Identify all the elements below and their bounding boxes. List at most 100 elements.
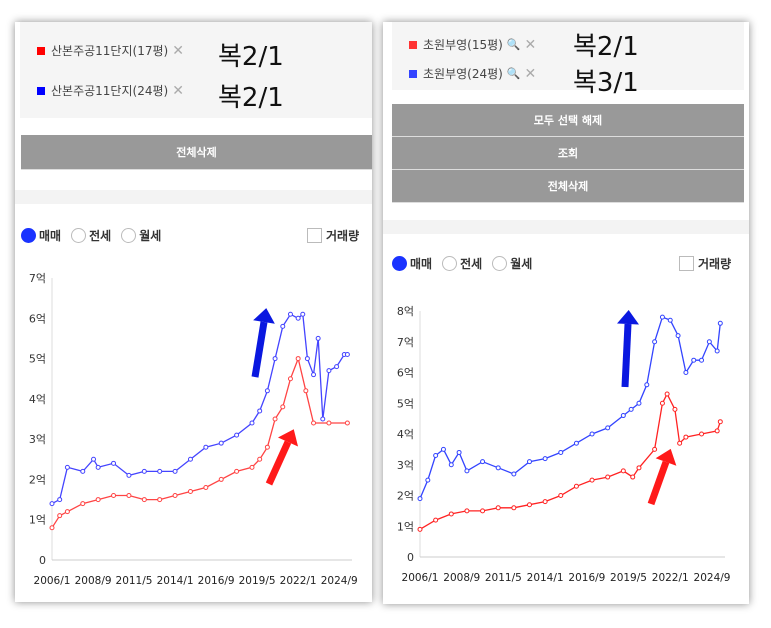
data-point [542, 499, 548, 505]
close-icon[interactable]: ✕ [172, 42, 184, 59]
data-point [417, 526, 423, 532]
y-tick-label: 5억 [29, 353, 46, 366]
data-point [264, 444, 270, 450]
data-point [303, 388, 309, 394]
data-point [334, 364, 340, 370]
y-tick-label: 1억 [29, 514, 46, 527]
y-tick-label: 3억 [397, 459, 414, 472]
legend-label[interactable]: 산본주공11단지(24평) [51, 84, 169, 98]
annotation: 복2/1 [218, 83, 284, 113]
arrow-head-icon [253, 308, 275, 324]
checkbox-label: 거래량 [698, 257, 732, 271]
y-tick-label: 0 [39, 554, 46, 567]
data-point [573, 440, 579, 446]
legend-box: 산본주공11단지(17평) ✕ 산본주공11단지(24평) ✕ [20, 22, 372, 118]
data-point [659, 314, 665, 320]
data-point [620, 413, 626, 419]
data-point [187, 489, 193, 495]
data-point [573, 483, 579, 489]
radio-label: 매매 [410, 257, 433, 271]
x-tick-label: 2006/1 [402, 572, 439, 584]
delete-all-button[interactable]: 전체삭제 [21, 135, 372, 170]
data-point [605, 474, 611, 480]
volume-checkbox[interactable] [679, 256, 694, 271]
magnifier-icon[interactable]: 🔍 [506, 67, 521, 80]
data-point [218, 440, 224, 446]
data-point [448, 511, 454, 517]
volume-checkbox[interactable] [307, 228, 322, 243]
data-point [295, 315, 301, 321]
data-point [511, 471, 517, 477]
data-point [95, 464, 101, 470]
data-point [203, 484, 209, 490]
radio-jeonse[interactable] [71, 228, 87, 243]
data-point [620, 468, 626, 474]
data-point [157, 468, 163, 474]
data-point [111, 493, 117, 499]
x-tick-label: 2006/1 [34, 575, 71, 587]
data-point [714, 428, 720, 434]
y-tick-label: 7억 [397, 336, 414, 349]
radio-sale[interactable] [21, 228, 36, 243]
data-point [49, 525, 55, 531]
data-point [234, 432, 240, 438]
legend-label[interactable]: 초원부영(15평) [423, 38, 503, 52]
legend-label[interactable]: 산본주공11단지(17평) [51, 44, 169, 58]
arrow-head-icon [655, 448, 677, 466]
data-point [287, 376, 293, 382]
radio-sale[interactable] [392, 256, 407, 271]
arrow-head-icon [617, 310, 639, 325]
y-tick-label: 6억 [29, 312, 46, 325]
color-swatch [37, 46, 45, 55]
close-icon[interactable]: ✕ [524, 36, 537, 53]
legend-label[interactable]: 초원부영(24평) [423, 67, 503, 81]
data-point [111, 460, 117, 466]
search-button[interactable]: 조회 [392, 137, 744, 170]
data-point [91, 456, 97, 462]
data-point [511, 505, 517, 511]
data-point [249, 420, 255, 426]
data-point [249, 464, 255, 470]
legend-box: 초원부영(15평) 🔍 ✕ 초원부영(24평) 🔍 ✕ [392, 22, 744, 90]
data-point [667, 317, 673, 323]
data-point [187, 456, 193, 462]
data-point [706, 339, 712, 345]
data-point [280, 323, 286, 329]
x-tick-label: 2024/9 [694, 572, 731, 584]
close-icon[interactable]: ✕ [524, 65, 537, 82]
y-tick-label: 3억 [29, 433, 46, 446]
series-line [419, 392, 721, 530]
radio-monthly[interactable] [121, 228, 137, 243]
data-point [300, 311, 306, 317]
price-chart: 0 1억 2억 3억 4억 5억 6억 7억 8억 2006/1 2008/9 2011/5 2014/… [397, 305, 731, 584]
magnifier-icon[interactable]: 🔍 [506, 38, 521, 51]
y-tick-label: 4억 [397, 428, 414, 441]
data-point [141, 468, 147, 474]
data-point [672, 406, 678, 412]
series-line [51, 312, 348, 505]
legend-item: 산본주공11단지(24평) ✕ [37, 82, 184, 99]
data-point [683, 370, 689, 375]
radio-jeonse[interactable] [442, 256, 458, 271]
data-point [433, 453, 439, 459]
data-point [264, 388, 270, 394]
radio-label: 전세 [460, 257, 483, 271]
divider [383, 220, 749, 234]
data-point [326, 420, 332, 426]
x-tick-label: 2008/9 [75, 575, 112, 587]
data-point [589, 431, 595, 437]
deselect-all-button[interactable]: 모두 선택 해제 [392, 104, 744, 137]
volume-checkbox-group: 거래량 [679, 255, 731, 272]
checkbox-label: 거래량 [326, 229, 360, 243]
trade-type-radios: 매매 전세 월세 [392, 255, 542, 272]
data-point [464, 468, 470, 474]
data-point [126, 472, 132, 478]
data-point [495, 465, 501, 471]
radio-monthly[interactable] [492, 256, 508, 271]
y-tick-label: 7억 [29, 272, 46, 285]
delete-all-button[interactable]: 전체삭제 [392, 170, 744, 203]
data-point [157, 497, 163, 503]
close-icon[interactable]: ✕ [172, 82, 184, 99]
data-point [699, 357, 705, 363]
annotation: 복3/1 [573, 68, 639, 98]
